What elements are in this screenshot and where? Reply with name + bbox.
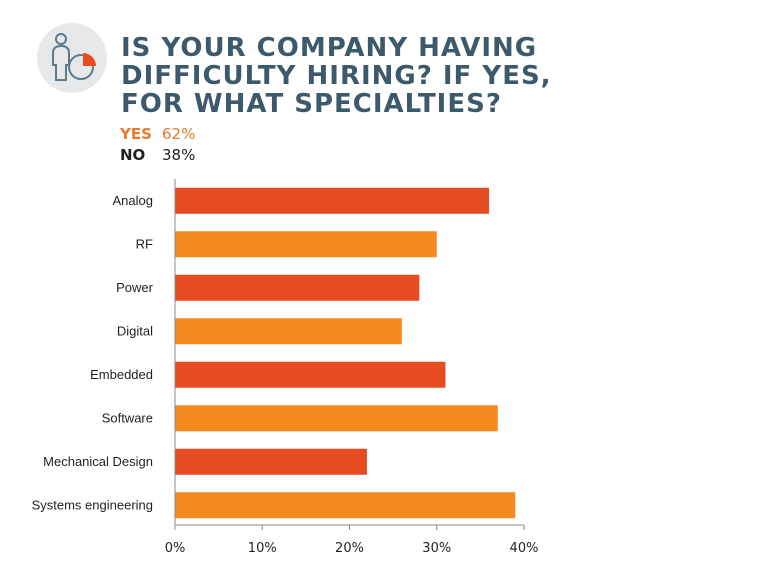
x-tick-label: 40% — [510, 541, 539, 556]
bar-digital — [175, 318, 402, 345]
summary-yes: YES 62% — [120, 124, 195, 144]
yes-label: YES — [120, 125, 152, 143]
bar-rf — [175, 231, 437, 258]
title-line-3: FOR WHAT SPECIALTIES? — [121, 89, 502, 119]
category-label: Digital — [117, 323, 153, 338]
category-label: Embedded — [90, 367, 153, 382]
bar-power — [175, 274, 420, 301]
summary-no: NO 38% — [120, 145, 195, 165]
chart-title: IS YOUR COMPANY HAVING DIFFICULTY HIRING… — [121, 34, 551, 118]
category-label: Analog — [113, 193, 153, 208]
category-label: RF — [136, 236, 153, 251]
category-label: Systems engineering — [32, 497, 153, 512]
category-label: Mechanical Design — [43, 454, 153, 469]
category-label: Power — [116, 280, 154, 295]
no-value: 38% — [162, 146, 196, 164]
yes-value: 62% — [162, 125, 196, 143]
bar-embedded — [175, 361, 446, 388]
title-line-2: DIFFICULTY HIRING? IF YES, — [121, 61, 552, 91]
category-label: Software — [102, 410, 153, 425]
x-tick-label: 20% — [335, 541, 364, 556]
bar-mechanical-design — [175, 448, 367, 475]
title-line-1: IS YOUR COMPANY HAVING — [121, 33, 538, 63]
x-tick-label: 0% — [165, 541, 186, 556]
bar-analog — [175, 187, 490, 214]
bar-software — [175, 405, 498, 432]
x-tick-label: 10% — [248, 541, 277, 556]
person-pie-chart-icon — [37, 23, 107, 93]
no-label: NO — [120, 146, 146, 164]
x-tick-label: 30% — [422, 541, 451, 556]
bar-systems-engineering — [175, 492, 516, 519]
